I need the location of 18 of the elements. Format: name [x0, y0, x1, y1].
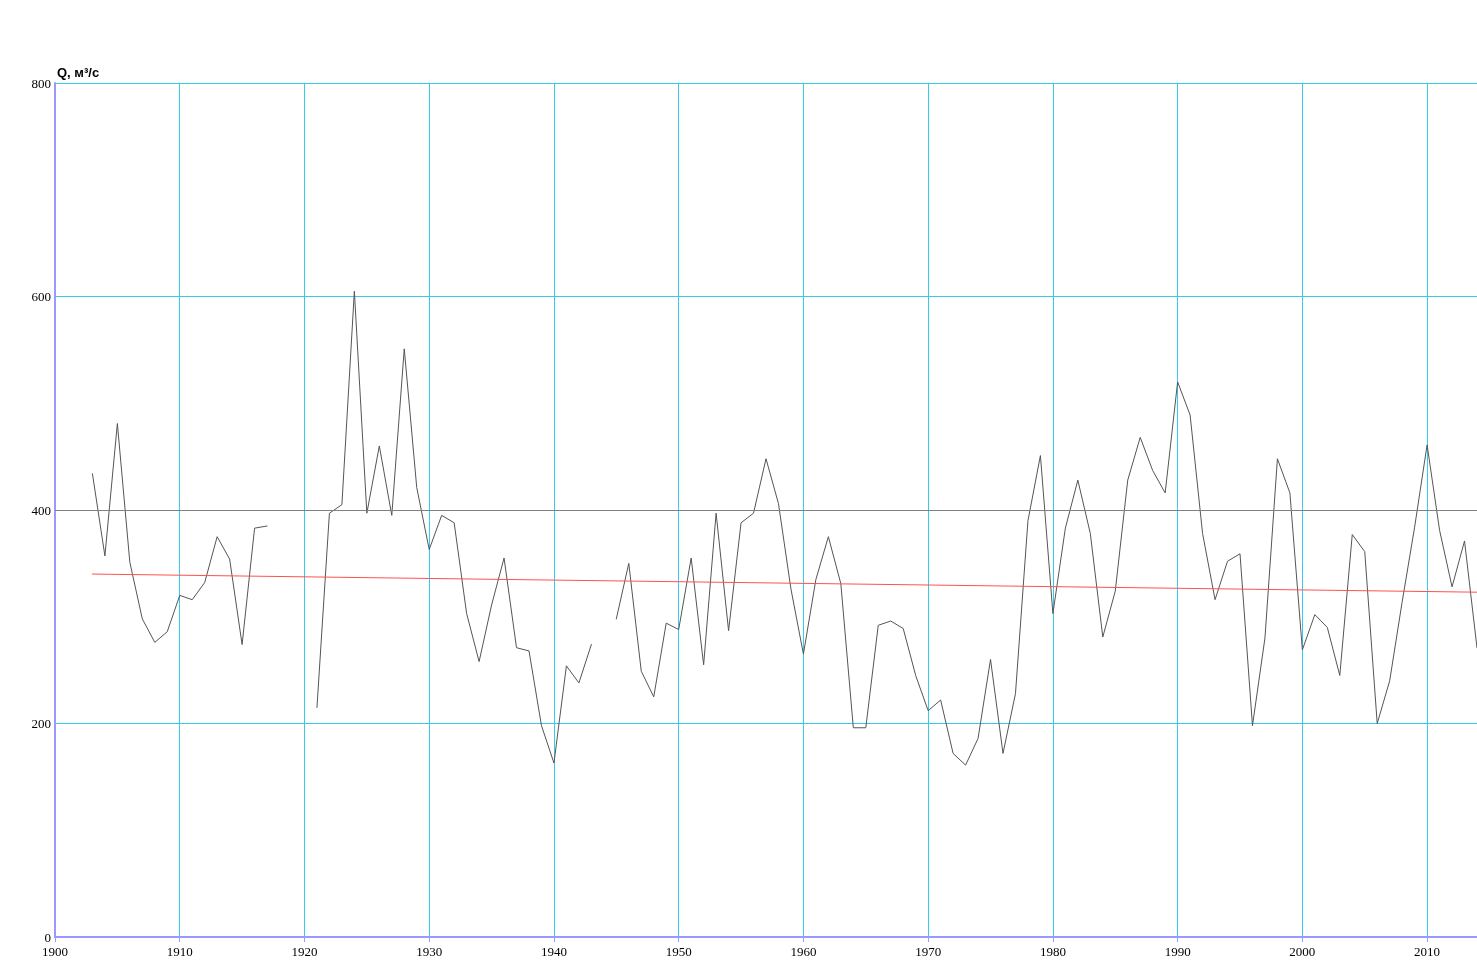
x-tick-label: 1960: [790, 944, 817, 959]
y-tick-label: 600: [31, 289, 51, 304]
x-tick-label: 1980: [1039, 944, 1066, 959]
x-tick-label: 1910: [166, 944, 193, 959]
y-tick-label: 400: [31, 502, 51, 518]
x-tick-label: 1900: [42, 944, 68, 959]
x-tick-label: 1950: [665, 944, 692, 959]
x-tick-label: 1920: [291, 944, 318, 959]
x-tick-label: 1970: [915, 944, 942, 959]
y-tick-label: 800: [31, 75, 51, 91]
y-tick-label: 200: [31, 716, 51, 731]
y-axis-title: Q, м³/с: [57, 65, 100, 80]
x-tick-label: 1940: [540, 944, 567, 959]
y-tick-label: 0: [44, 929, 51, 945]
x-tick-label: 1930: [416, 944, 443, 959]
x-tick-label: 1990: [1164, 944, 1191, 959]
x-tick-label: 2000: [1289, 944, 1316, 959]
x-tick-label: 2010: [1414, 944, 1441, 959]
